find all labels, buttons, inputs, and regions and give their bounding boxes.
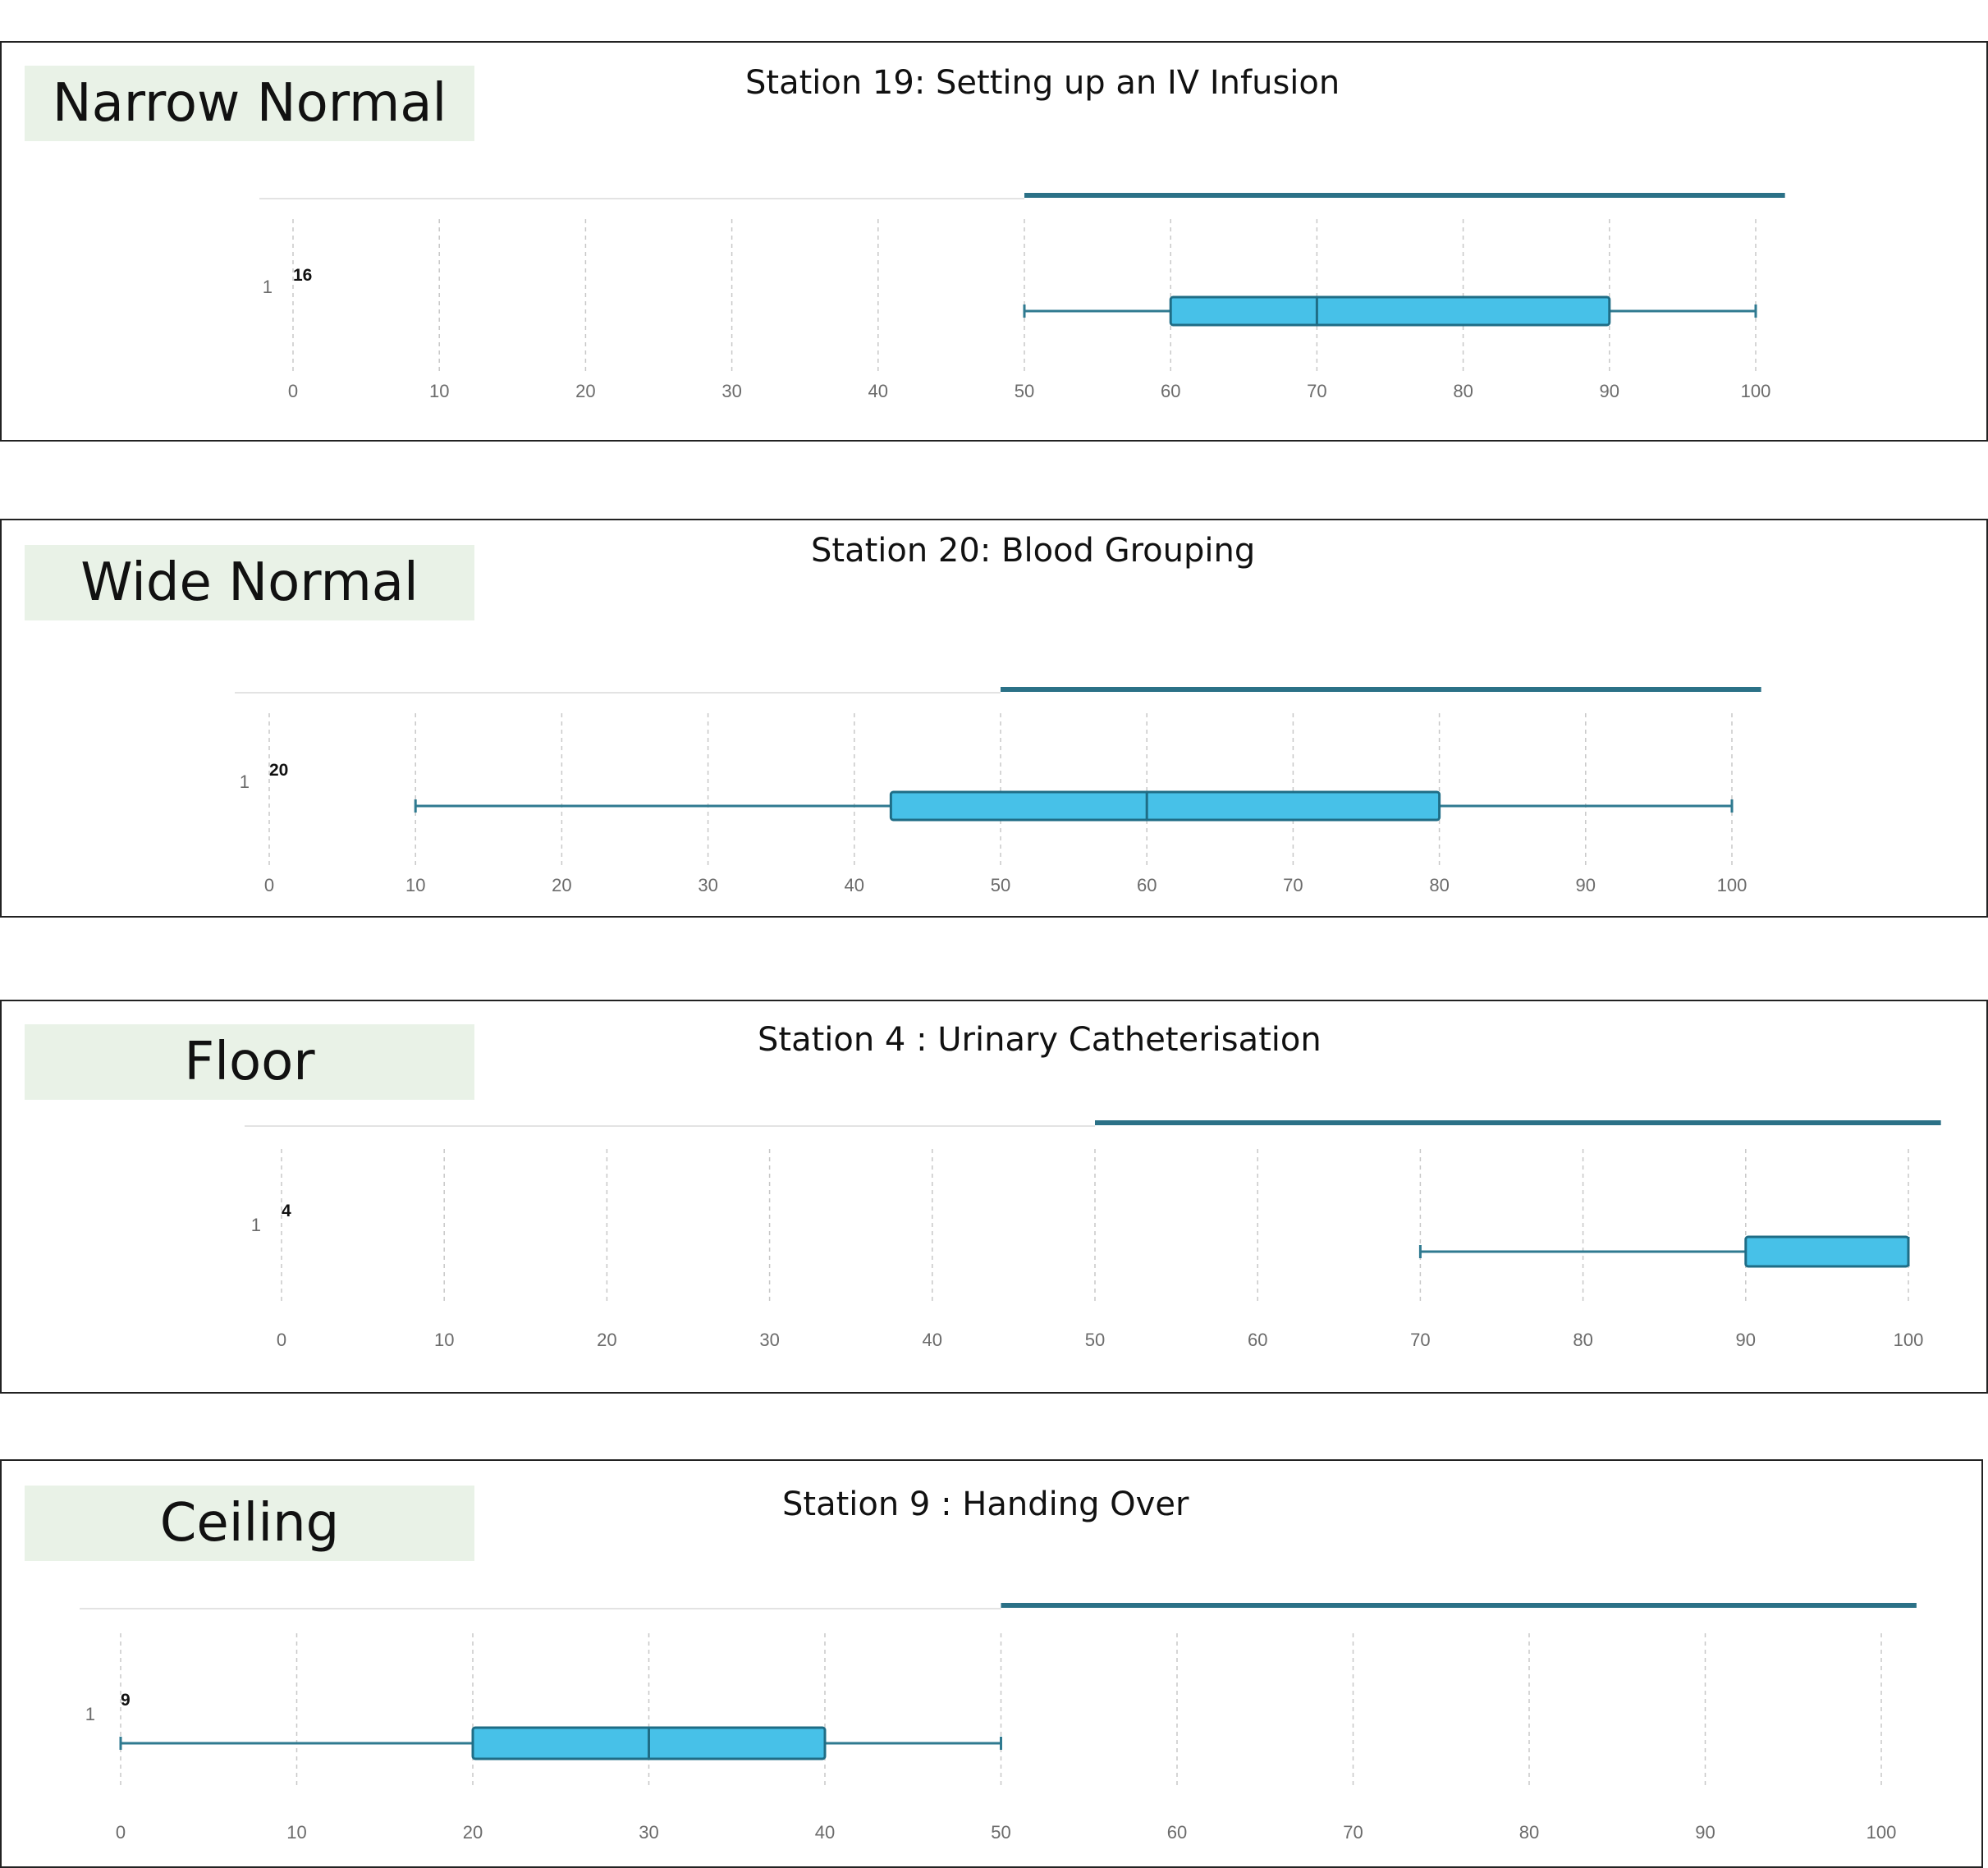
x-tick-label: 30 [721,381,741,401]
x-tick-label: 20 [552,875,571,895]
box-plot: 0 10 20 30 40 50 60 70 80 90 100 1 9 [80,1603,1917,1843]
box-plot: 0 10 20 30 40 50 60 70 80 90 100 1 20 [235,687,1761,895]
x-tick-label: 100 [1741,381,1771,401]
x-tick-label: 40 [923,1330,942,1350]
sample-count-label: 9 [121,1691,131,1710]
x-tick-label: 50 [1085,1330,1105,1350]
category-label: 1 [240,771,250,792]
x-tick-label: 0 [116,1822,126,1843]
x-tick-label: 80 [1519,1822,1539,1843]
chart-title: Station 4 : Urinary Catheterisation [758,1021,1322,1059]
x-tick-label: 60 [1167,1822,1187,1843]
sample-count-label: 16 [293,266,312,285]
x-tick-label: 90 [1695,1822,1715,1843]
x-tick-label: 30 [759,1330,779,1350]
x-tick-label: 70 [1343,1822,1363,1843]
x-tick-label: 60 [1161,381,1180,401]
x-tick-label: 80 [1429,875,1449,895]
x-tick-label: 10 [434,1330,454,1350]
x-tick-label: 50 [991,875,1010,895]
x-tick-label: 0 [288,381,298,401]
x-tick-label: 70 [1283,875,1303,895]
chart-title: Station 9 : Handing Over [782,1486,1189,1523]
x-tick-label: 70 [1307,381,1326,401]
x-tick-label: 20 [597,1330,616,1350]
box-plot: 0 10 20 30 40 50 60 70 80 90 100 1 16 [259,193,1785,401]
x-tick-label: 80 [1573,1330,1592,1350]
category-label: 1 [85,1704,95,1724]
distribution-label: Wide Normal [25,545,474,620]
x-tick-label: 30 [698,875,717,895]
chart-panel-ceiling: Ceiling Station 9 : Handing Over 0 10 20 30… [0,1459,1983,1868]
x-tick-label: 60 [1248,1330,1267,1350]
x-tick-label: 10 [286,1822,306,1843]
x-tick-label: 40 [815,1822,835,1843]
chart-title: Station 20: Blood Grouping [811,532,1256,570]
x-tick-label: 50 [991,1822,1010,1843]
chart-panel-floor: Floor Station 4 : Urinary Catheterisatio… [0,1000,1988,1394]
x-tick-label: 30 [639,1822,658,1843]
distribution-label: Floor [25,1024,474,1100]
x-tick-label: 80 [1453,381,1473,401]
x-tick-label: 20 [463,1822,483,1843]
iqr-box [889,790,1441,822]
x-tick-label: 50 [1015,381,1034,401]
chart-panel-narrow-normal: Narrow Normal Station 19: Setting up an … [0,41,1988,442]
x-tick-label: 60 [1137,875,1157,895]
chart-panel-wide-normal: Wide Normal Station 20: Blood Grouping 0… [0,519,1988,918]
x-tick-label: 100 [1867,1822,1897,1843]
distribution-label: Narrow Normal [25,66,474,141]
x-tick-label: 40 [845,875,864,895]
x-tick-label: 100 [1717,875,1748,895]
x-tick-label: 10 [429,381,449,401]
distribution-label: Ceiling [25,1486,474,1561]
chart-title: Station 19: Setting up an IV Infusion [745,64,1340,102]
sample-count-label: 4 [282,1202,291,1220]
x-tick-label: 100 [1894,1330,1924,1350]
iqr-box [1744,1235,1910,1268]
category-label: 1 [263,277,273,297]
sample-count-label: 20 [269,761,288,780]
x-tick-label: 40 [868,381,888,401]
iqr-box [1169,295,1611,327]
x-tick-label: 90 [1600,381,1619,401]
x-tick-label: 20 [575,381,595,401]
x-tick-label: 90 [1576,875,1596,895]
x-tick-label: 0 [277,1330,286,1350]
x-tick-label: 70 [1410,1330,1430,1350]
x-tick-label: 10 [405,875,425,895]
x-tick-label: 0 [264,875,274,895]
box-plot: 0 10 20 30 40 50 60 70 80 90 100 1 4 [245,1120,1941,1350]
category-label: 1 [251,1215,261,1235]
x-tick-label: 90 [1736,1330,1756,1350]
